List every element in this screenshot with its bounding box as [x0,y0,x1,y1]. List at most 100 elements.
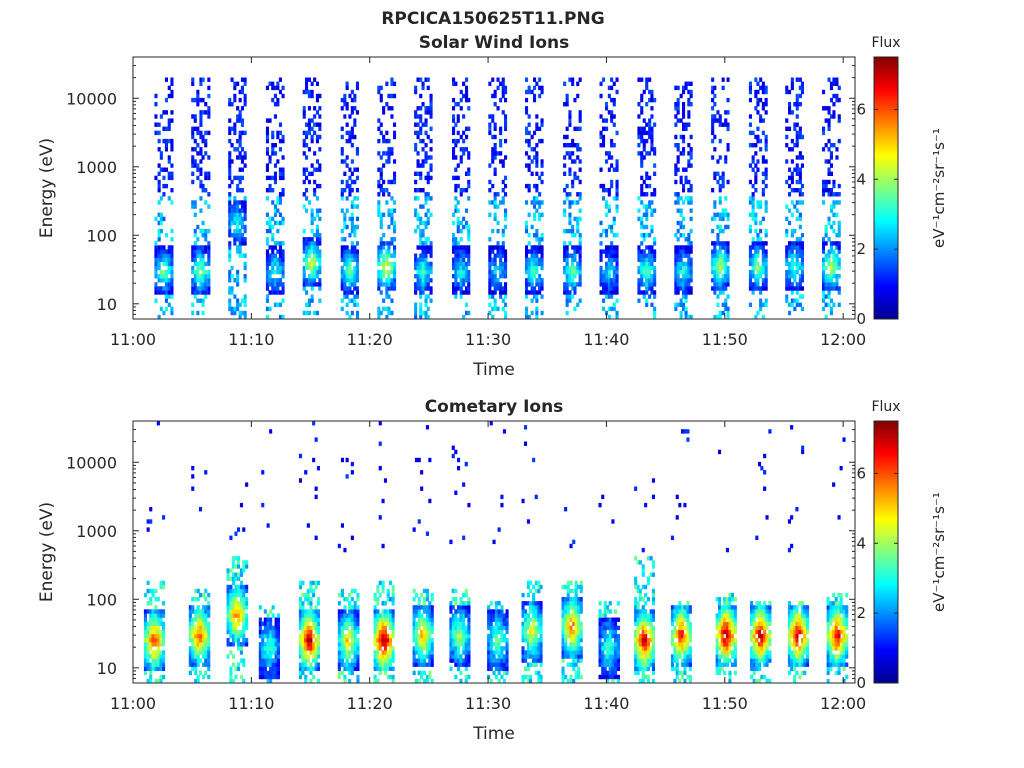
spectrogram-cell [573,269,577,275]
spectrogram-cell [502,638,506,643]
spectrogram-cell [487,646,491,651]
spectrogram-cell [226,642,230,647]
spectrogram-cell [724,298,728,303]
spectrogram-cell [465,310,469,316]
spectrogram-cell [337,650,341,655]
spectrogram-cell [416,212,420,217]
spectrogram-cell [653,249,657,254]
spectrogram-cell [790,171,794,176]
spectrogram-cell [239,502,243,508]
spectrogram-cell [788,310,792,316]
spectrogram-cell [682,290,686,295]
spectrogram-cell [265,163,269,168]
spectrogram-cell [373,674,377,680]
spectrogram-cell [382,212,386,217]
spectrogram-cell [188,650,192,655]
spectrogram-cell [419,261,423,267]
spectrogram-cell [610,294,614,299]
spectrogram-cell [233,306,237,312]
spectrogram-cell [310,118,314,123]
spectrogram-cell [494,621,498,626]
spectrogram-cell [504,85,508,91]
panel-title: Solar Wind Ions [419,33,570,53]
spectrogram-cell [276,617,280,622]
spectrogram-cell [390,269,394,275]
spectrogram-cell [785,233,789,238]
spectrogram-cell [499,257,503,262]
spectrogram-cell [790,175,794,181]
spectrogram-cell [156,658,160,663]
spectrogram-cell [538,126,542,131]
spectrogram-cell [827,122,831,127]
spectrogram-cell [711,261,715,267]
spectrogram-cell [156,638,160,643]
spectrogram-cell [837,302,841,307]
spectrogram-cell [312,421,316,426]
spectrogram-cell [650,126,654,131]
spectrogram-cell [716,253,720,258]
spectrogram-cell [414,114,418,119]
spectrogram-cell [824,233,828,238]
spectrogram-cell [379,122,383,127]
spectrogram-cell [194,588,198,594]
spectrogram-cell [170,257,174,262]
spectrogram-cell [162,658,166,663]
spectrogram-cell [310,212,314,217]
spectrogram-cell [761,265,765,271]
spectrogram-cell [724,282,728,287]
spectrogram-cell [242,642,246,647]
spectrogram-cell [414,188,418,193]
spectrogram-cell [348,249,352,254]
spectrogram-cell [645,298,649,303]
spectrogram-cell [348,192,352,197]
spectrogram-cell [615,278,619,283]
spectrogram-cell [305,282,309,287]
spectrogram-cell [238,114,242,119]
spectrogram-cell [459,654,463,659]
spectrogram-cell [421,310,425,316]
spectrogram-cell [416,171,420,176]
spectrogram-cell [648,175,652,181]
spectrogram-cell [793,298,797,303]
spectrogram-cell [835,241,839,246]
spectrogram-cell [645,212,649,217]
spectrogram-cell [535,237,539,242]
spectrogram-cell [576,265,580,271]
spectrogram-cell [535,290,539,295]
spectrogram-cell [501,77,505,82]
spectrogram-cell [348,650,352,655]
spectrogram-cell [456,114,460,119]
spectrogram-cell [353,666,357,671]
spectrogram-cell [711,130,715,136]
spectrogram-cell [412,654,416,659]
spectrogram-cell [748,257,752,262]
spectrogram-cell [207,241,211,246]
spectrogram-cell [393,134,397,140]
spectrogram-cell [353,633,357,639]
spectrogram-cell [281,314,285,320]
spectrogram-cell [390,93,394,99]
spectrogram-cell [798,274,802,279]
spectrogram-cell [162,245,166,250]
spectrogram-cell [679,179,683,185]
spectrogram-cell [236,138,240,144]
spectrogram-cell [571,200,575,205]
spectrogram-cell [494,617,498,622]
spectrogram-cell [268,81,272,86]
spectrogram-cell [504,183,508,189]
spectrogram-cell [682,106,686,111]
spectrogram-cell [245,638,249,643]
spectrogram-cell [345,196,349,201]
spectrogram-cell [159,633,163,639]
spectrogram-cell [798,155,802,160]
spectrogram-cell [265,167,269,172]
spectrogram-cell [428,609,432,614]
spectrogram-cell [391,625,395,631]
spectrogram-cell [824,241,828,246]
spectrogram-cell [428,642,432,647]
spectrogram-cell [421,220,425,226]
spectrogram-cell [301,638,305,643]
spectrogram-cell [355,196,359,201]
spectrogram-cell [269,429,273,434]
spectrogram-cell [314,584,318,590]
